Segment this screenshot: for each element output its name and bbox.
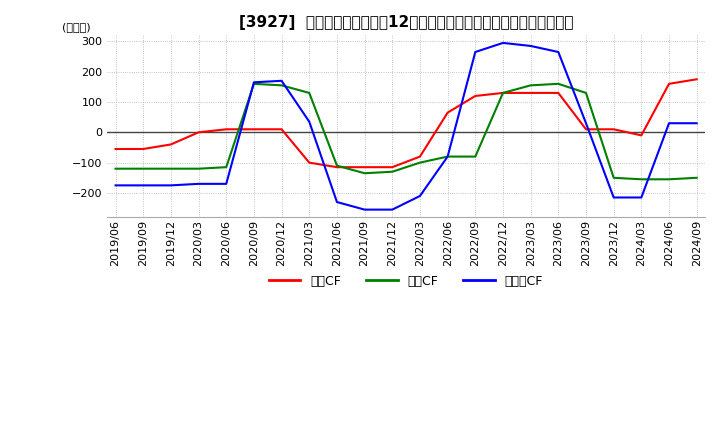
営業CF	[111, 147, 120, 152]
Line: 営業CF: 営業CF	[115, 79, 697, 167]
Legend: 営業CF, 投資CF, フリーCF: 営業CF, 投資CF, フリーCF	[264, 270, 548, 293]
フリーCF	[222, 181, 230, 187]
フリーCF	[554, 49, 562, 55]
Text: (百万円): (百万円)	[63, 22, 91, 32]
営業CF	[444, 110, 452, 115]
フリーCF	[360, 207, 369, 212]
フリーCF	[693, 121, 701, 126]
営業CF	[609, 127, 618, 132]
フリーCF	[277, 78, 286, 84]
フリーCF	[388, 207, 397, 212]
Line: 投資CF: 投資CF	[115, 84, 697, 180]
営業CF	[333, 165, 341, 170]
投資CF	[526, 83, 535, 88]
投資CF	[194, 166, 203, 171]
投資CF	[166, 166, 175, 171]
フリーCF	[499, 40, 508, 46]
投資CF	[333, 163, 341, 169]
営業CF	[554, 90, 562, 95]
投資CF	[277, 83, 286, 88]
フリーCF	[582, 121, 590, 126]
フリーCF	[444, 154, 452, 159]
営業CF	[222, 127, 230, 132]
投資CF	[415, 160, 424, 165]
営業CF	[305, 160, 314, 165]
フリーCF	[415, 193, 424, 198]
営業CF	[693, 77, 701, 82]
営業CF	[637, 133, 646, 138]
投資CF	[222, 165, 230, 170]
フリーCF	[637, 195, 646, 200]
投資CF	[250, 81, 258, 87]
投資CF	[582, 90, 590, 95]
営業CF	[499, 90, 508, 95]
投資CF	[139, 166, 148, 171]
フリーCF	[250, 80, 258, 85]
フリーCF	[139, 183, 148, 188]
営業CF	[415, 154, 424, 159]
営業CF	[194, 130, 203, 135]
フリーCF	[609, 195, 618, 200]
投資CF	[444, 154, 452, 159]
営業CF	[139, 147, 148, 152]
フリーCF	[166, 183, 175, 188]
営業CF	[471, 93, 480, 99]
営業CF	[250, 127, 258, 132]
フリーCF	[665, 121, 673, 126]
営業CF	[582, 127, 590, 132]
投資CF	[388, 169, 397, 174]
営業CF	[388, 165, 397, 170]
営業CF	[665, 81, 673, 87]
投資CF	[111, 166, 120, 171]
投資CF	[665, 177, 673, 182]
投資CF	[693, 175, 701, 180]
投資CF	[305, 90, 314, 95]
フリーCF	[526, 43, 535, 48]
フリーCF	[194, 181, 203, 187]
営業CF	[166, 142, 175, 147]
フリーCF	[111, 183, 120, 188]
Title: [3927]  キャッシュフローの12か月移動合計の対前年同期増減額の推移: [3927] キャッシュフローの12か月移動合計の対前年同期増減額の推移	[239, 15, 573, 30]
投資CF	[554, 81, 562, 87]
営業CF	[360, 165, 369, 170]
投資CF	[471, 154, 480, 159]
Line: フリーCF: フリーCF	[115, 43, 697, 209]
営業CF	[277, 127, 286, 132]
営業CF	[526, 90, 535, 95]
投資CF	[637, 177, 646, 182]
投資CF	[499, 90, 508, 95]
フリーCF	[333, 199, 341, 205]
フリーCF	[305, 119, 314, 125]
投資CF	[360, 171, 369, 176]
フリーCF	[471, 49, 480, 55]
投資CF	[609, 175, 618, 180]
